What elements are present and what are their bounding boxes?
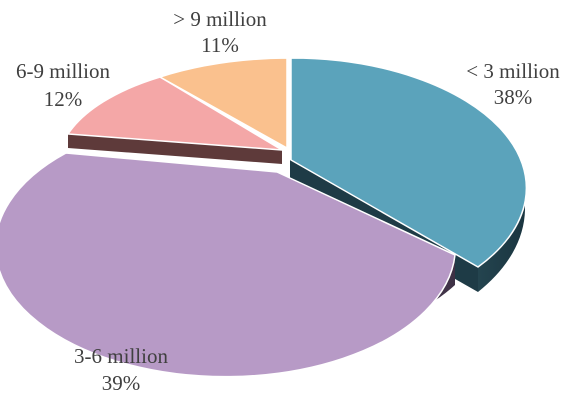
slice-side-6to9 [68,134,282,164]
label-3to6-name: 3-6 million [74,344,168,368]
slice-side-lt3 [478,185,525,292]
slice-6to9 [66,76,283,151]
label-gt9-name: > 9 million [173,7,267,31]
label-lt3-pct: 38% [494,85,533,109]
slice-labels: < 3 million 38% 3-6 million 39% 6-9 mill… [16,7,560,395]
label-3to6-pct: 39% [102,371,141,395]
label-6to9-pct: 12% [44,87,83,111]
pie-top-faces [0,57,528,378]
label-lt3-name: < 3 million [466,59,560,83]
slice-3to6 [0,152,456,378]
slice-lt3 [290,57,528,268]
label-gt9-pct: 11% [201,33,239,57]
label-6to9-name: 6-9 million [16,59,110,83]
slice-gt9 [158,57,288,150]
